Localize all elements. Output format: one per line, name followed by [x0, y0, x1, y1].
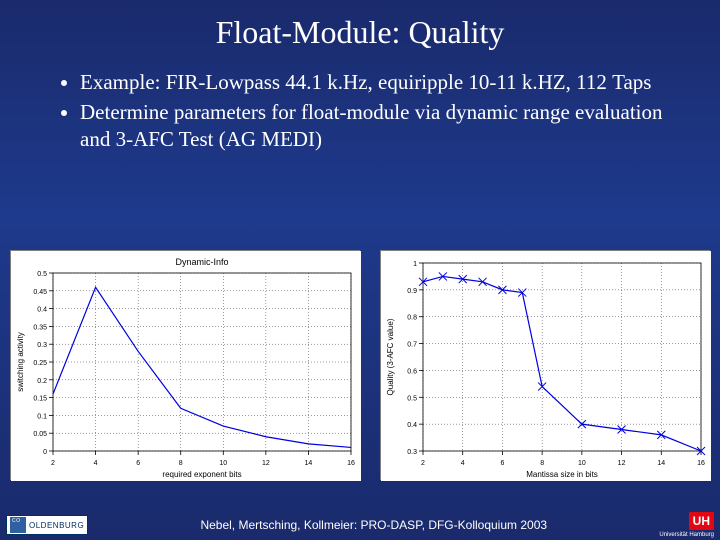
logo-left-text: OLDENBURG: [29, 521, 84, 530]
svg-text:6: 6: [136, 460, 140, 467]
svg-text:0.25: 0.25: [33, 360, 47, 367]
svg-text:0.6: 0.6: [407, 368, 417, 375]
slide: Float-Module: Quality Example: FIR-Lowpa…: [0, 0, 720, 540]
svg-text:0.35: 0.35: [33, 324, 47, 331]
svg-text:required exponent bits: required exponent bits: [162, 470, 241, 479]
svg-text:10: 10: [219, 460, 227, 467]
svg-text:0.5: 0.5: [37, 271, 47, 278]
svg-text:0.4: 0.4: [37, 307, 47, 314]
svg-text:6: 6: [500, 460, 504, 467]
logo-right-text: UH: [689, 512, 714, 530]
svg-text:2: 2: [421, 460, 425, 467]
svg-text:0.45: 0.45: [33, 289, 47, 296]
svg-text:8: 8: [540, 460, 544, 467]
bullet-item: Determine parameters for float-module vi…: [80, 99, 680, 152]
charts-row: 24681012141600.050.10.150.20.250.30.350.…: [0, 250, 720, 480]
svg-text:Mantissa size in bits: Mantissa size in bits: [526, 470, 598, 479]
svg-text:12: 12: [618, 460, 626, 467]
svg-text:0.2: 0.2: [37, 378, 47, 385]
svg-text:12: 12: [262, 460, 270, 467]
svg-text:0.8: 0.8: [407, 315, 417, 322]
oldenburg-logo: OLDENBURG: [6, 513, 88, 537]
svg-text:16: 16: [697, 460, 705, 467]
svg-text:10: 10: [578, 460, 586, 467]
svg-text:0.3: 0.3: [407, 449, 417, 456]
svg-text:14: 14: [657, 460, 665, 467]
svg-text:0.4: 0.4: [407, 422, 417, 429]
svg-text:14: 14: [305, 460, 313, 467]
svg-text:4: 4: [461, 460, 465, 467]
hamburg-logo: UH Universität Hamburg: [659, 512, 714, 538]
svg-text:Quality (3-AFC value): Quality (3-AFC value): [386, 318, 395, 395]
svg-text:0.1: 0.1: [37, 413, 47, 420]
svg-text:switching activity: switching activity: [16, 332, 25, 392]
bullet-item: Example: FIR-Lowpass 44.1 k.Hz, equiripp…: [80, 69, 680, 95]
slide-title: Float-Module: Quality: [0, 0, 720, 51]
logo-right-sub: Universität Hamburg: [659, 532, 714, 538]
svg-text:8: 8: [179, 460, 183, 467]
svg-text:0.7: 0.7: [407, 342, 417, 349]
quality-chart: 2 4 6 8 10 12 14 16 0.3 0.4 0.5 0.6 0.7 0.8 0.9 1 Mantis…: [380, 250, 710, 480]
footer-text: Nebel, Mertsching, Kollmeier: PRO-DASP, …: [88, 518, 659, 532]
svg-text:0: 0: [43, 449, 47, 456]
svg-text:Dynamic-Info: Dynamic-Info: [175, 257, 228, 267]
svg-text:4: 4: [94, 460, 98, 467]
svg-text:0.9: 0.9: [407, 288, 417, 295]
bullet-list: Example: FIR-Lowpass 44.1 k.Hz, equiripp…: [0, 51, 720, 152]
footer: OLDENBURG Nebel, Mertsching, Kollmeier: …: [0, 510, 720, 540]
svg-text:2: 2: [51, 460, 55, 467]
svg-text:0.3: 0.3: [37, 342, 47, 349]
svg-text:0.15: 0.15: [33, 396, 47, 403]
svg-text:1: 1: [413, 261, 417, 268]
dynamic-info-chart: 2 4 6 8 10 12 14 16 0 0.05 0.1 0.15 0.2 0.25 0.3 0.35 0.…: [10, 250, 360, 480]
svg-text:0.05: 0.05: [33, 431, 47, 438]
svg-text:0.5: 0.5: [407, 395, 417, 402]
svg-text:16: 16: [347, 460, 355, 467]
